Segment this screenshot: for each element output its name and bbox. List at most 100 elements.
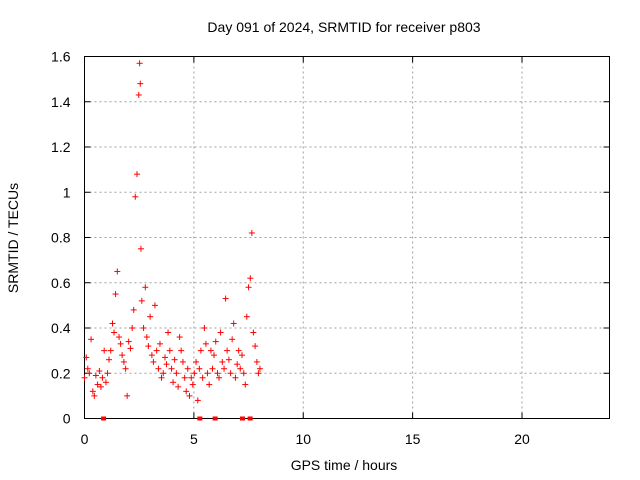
- data-point: [97, 383, 104, 390]
- data-point: [114, 268, 121, 275]
- data-point: [158, 374, 165, 381]
- data-point: [186, 392, 193, 399]
- data-point: [137, 245, 144, 252]
- data-point: [245, 284, 252, 291]
- axis-ticks: [84, 56, 610, 419]
- data-point: [107, 347, 114, 354]
- data-point: [212, 338, 219, 345]
- data-point: [130, 306, 137, 313]
- data-point: [106, 356, 112, 363]
- x-tick-label: 20: [514, 431, 530, 447]
- chart-title: Day 091 of 2024, SRMTID for receiver p80…: [207, 19, 480, 35]
- x-tick-label: 0: [81, 431, 89, 447]
- data-point: [122, 365, 129, 372]
- data-point: [120, 358, 127, 365]
- data-point: [119, 352, 126, 359]
- data-point: [247, 275, 254, 282]
- data-point: [112, 291, 119, 298]
- data-point: [207, 347, 214, 354]
- data-point: [88, 336, 95, 343]
- data-point: [224, 347, 231, 354]
- y-tick-label: 0.4: [51, 320, 71, 336]
- data-point: [216, 374, 223, 381]
- data-point: [193, 358, 200, 365]
- data-point: [214, 370, 221, 377]
- data-point: [109, 320, 116, 327]
- gap-marker: [212, 416, 218, 421]
- data-point: [175, 383, 182, 390]
- y-tick-labels: 0 0.2 0.4 0.6 0.8 1 1.2 1.4 1.6: [51, 49, 71, 427]
- data-point: [234, 361, 241, 368]
- data-point: [140, 325, 147, 331]
- data-point: [201, 325, 208, 331]
- data-point: [136, 60, 143, 67]
- data-point: [84, 365, 91, 372]
- x-tick-label: 15: [405, 431, 421, 447]
- data-point: [230, 320, 237, 327]
- data-point: [147, 313, 154, 320]
- data-point: [171, 356, 178, 363]
- data-point: [219, 358, 226, 365]
- data-point: [250, 329, 257, 336]
- data-point: [225, 356, 232, 363]
- x-tick-label: 5: [190, 431, 198, 447]
- data-point: [86, 370, 93, 377]
- data-point: [99, 374, 106, 381]
- y-tick-label: 1.6: [51, 49, 71, 65]
- gap-marker: [101, 416, 107, 421]
- data-point: [209, 365, 216, 372]
- data-point: [91, 392, 98, 399]
- data-point: [217, 329, 224, 336]
- data-point: [150, 358, 157, 365]
- data-point: [81, 374, 88, 381]
- data-point: [134, 171, 140, 178]
- data-point: [135, 91, 142, 98]
- data-point: [151, 302, 158, 309]
- data-point: [179, 358, 186, 365]
- y-tick-label: 0.6: [51, 275, 71, 291]
- data-point: [111, 329, 118, 336]
- data-point: [227, 370, 234, 377]
- data-point: [194, 397, 201, 404]
- data-point: [188, 374, 195, 381]
- data-point: [178, 347, 185, 354]
- data-point: [163, 361, 170, 368]
- data-point: [204, 370, 211, 377]
- data-point: [199, 374, 206, 381]
- data-point: [153, 347, 160, 354]
- data-point: [142, 284, 149, 291]
- gap-marker: [240, 416, 245, 421]
- data-point: [239, 352, 245, 359]
- y-tick-label: 1.2: [51, 139, 71, 155]
- data-point: [196, 365, 203, 372]
- data-point: [160, 370, 167, 377]
- y-tick-label: 0.8: [51, 230, 71, 246]
- data-point: [256, 365, 263, 372]
- gap-marker: [197, 416, 203, 421]
- data-point: [222, 295, 229, 302]
- data-point: [165, 329, 172, 336]
- data-point: [253, 358, 260, 365]
- data-point: [240, 370, 247, 377]
- data-point: [176, 334, 183, 341]
- data-point: [117, 340, 124, 347]
- data-point: [211, 352, 217, 359]
- data-point: [101, 347, 108, 354]
- data-point: [191, 370, 198, 377]
- data-point: [255, 370, 262, 377]
- data-point: [183, 388, 190, 395]
- data-point: [243, 313, 250, 320]
- data-point: [148, 352, 155, 359]
- data-point: [229, 336, 236, 343]
- data-point: [137, 80, 144, 87]
- y-tick-label: 0: [63, 411, 71, 427]
- y-tick-label: 0.2: [51, 365, 71, 381]
- data-point: [125, 338, 132, 345]
- data-point: [184, 365, 191, 372]
- data-point: [94, 381, 101, 388]
- data-point: [232, 374, 239, 381]
- x-tick-label: 10: [295, 431, 311, 447]
- data-point: [170, 379, 177, 386]
- data-point: [162, 354, 168, 361]
